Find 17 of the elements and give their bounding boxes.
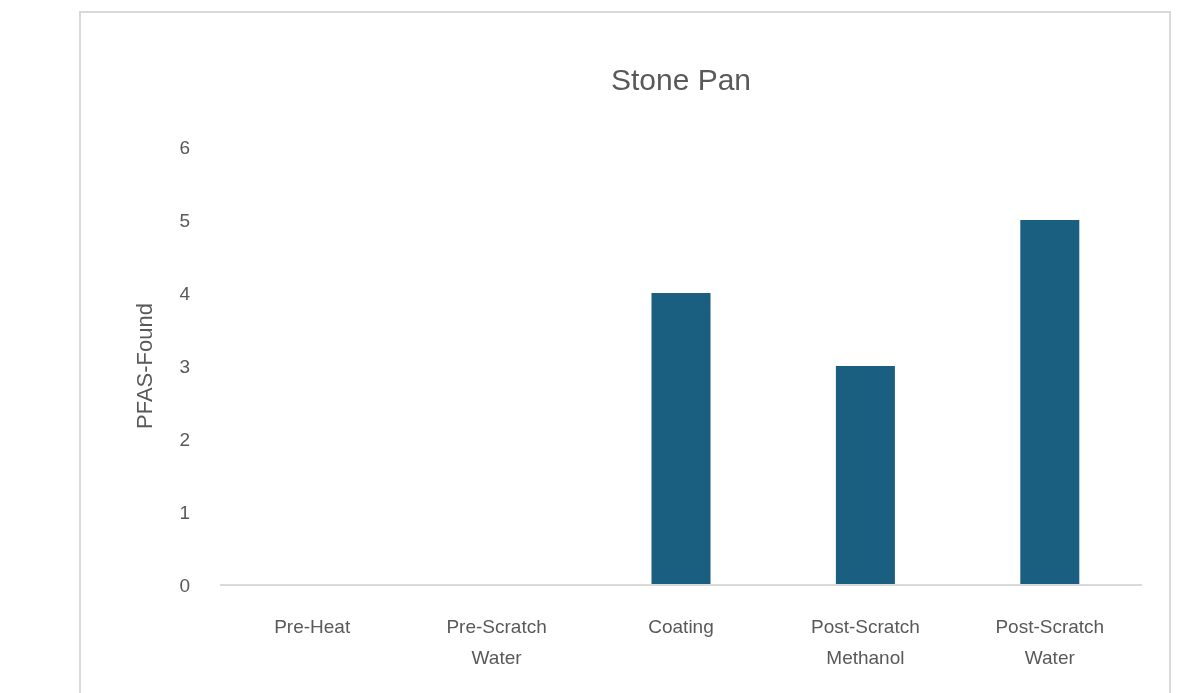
y-tick-label: 5 xyxy=(179,209,190,231)
bar xyxy=(651,293,711,585)
chart-title: Stone Pan xyxy=(610,63,752,96)
bar xyxy=(1020,220,1080,585)
y-tick-label: 4 xyxy=(179,282,191,304)
y-tick-label: 0 xyxy=(179,574,190,596)
x-tick-label: Coating xyxy=(648,616,714,637)
bar xyxy=(835,366,895,585)
y-tick-label: 6 xyxy=(179,136,190,158)
y-tick-label: 1 xyxy=(179,501,190,523)
y-tick-label: 3 xyxy=(179,355,190,377)
x-tick-label: Pre-Scratch Water xyxy=(446,616,547,668)
x-tick-label: Pre-Heat xyxy=(274,616,351,637)
y-axis-title: PFAS-Found xyxy=(132,303,157,429)
x-tick-label: Post-Scratch Water xyxy=(995,616,1105,668)
x-tick-label: Post-Scratch Methanol xyxy=(811,616,920,668)
y-tick-label: 2 xyxy=(179,428,190,450)
